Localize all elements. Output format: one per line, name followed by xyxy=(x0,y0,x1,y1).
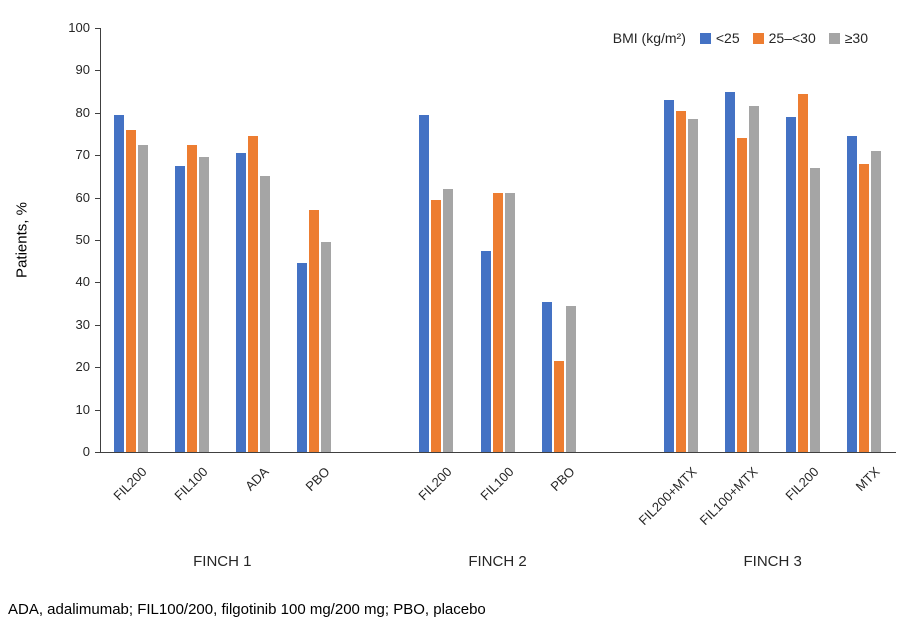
bar-finch2-pbo-series1 xyxy=(553,360,564,452)
x-category-label: FIL200 xyxy=(109,464,150,504)
bar-finch1-fil200-series1 xyxy=(125,129,136,452)
bar-finch2-fil200-series1 xyxy=(431,199,442,452)
legend-label: ≥30 xyxy=(844,30,868,46)
y-tick-label: 20 xyxy=(75,359,90,374)
y-axis-line xyxy=(100,28,101,452)
y-tick-label: 90 xyxy=(75,62,90,77)
bar-finch2-pbo-series0 xyxy=(541,301,552,452)
chart-legend: BMI (kg/m²) <25 25–<30 ≥30 xyxy=(613,30,868,46)
legend-entry: <25 xyxy=(699,30,740,46)
y-tick-label: 10 xyxy=(75,402,90,417)
bar-finch3-fil200-mtx-series2 xyxy=(688,119,698,452)
bar-finch3-fil100-mtx-series1 xyxy=(737,138,748,452)
bar-finch3-mtx-series0 xyxy=(847,136,858,452)
bar-finch3-fil200-mtx-series0 xyxy=(664,100,674,452)
bar-finch1-fil200-series2 xyxy=(137,144,148,452)
bar-finch3-mtx-series1 xyxy=(859,163,870,452)
legend-label: 25–<30 xyxy=(768,30,816,46)
y-tick-mark xyxy=(95,240,100,241)
legend-label: <25 xyxy=(715,30,740,46)
footnote: ADA, adalimumab; FIL100/200, filgotinib … xyxy=(8,601,486,618)
legend-entry: ≥30 xyxy=(828,30,868,46)
legend-swatch-icon xyxy=(699,32,711,44)
bar-finch3-fil200-series2 xyxy=(810,167,821,452)
y-tick-label: 0 xyxy=(82,444,90,459)
bar-finch1-pbo-series2 xyxy=(321,242,331,452)
legend-entry: 25–<30 xyxy=(752,30,816,46)
bar-finch3-fil200-series0 xyxy=(786,117,797,452)
y-tick-mark xyxy=(95,198,100,199)
bar-finch2-fil200-series2 xyxy=(443,189,454,452)
legend-swatch-icon xyxy=(752,32,764,44)
y-tick-mark xyxy=(95,325,100,326)
y-tick-label: 70 xyxy=(75,147,90,162)
y-tick-label: 30 xyxy=(75,317,90,332)
x-group-label: FINCH 3 xyxy=(743,553,802,570)
bar-finch1-fil100-series1 xyxy=(186,144,197,452)
bar-finch3-fil200-series1 xyxy=(798,93,809,452)
bar-finch1-ada-series1 xyxy=(247,136,258,452)
y-tick-label: 80 xyxy=(75,105,90,120)
bar-finch1-ada-series0 xyxy=(235,153,246,452)
y-tick-label: 60 xyxy=(75,190,90,205)
bar-finch2-fil100-series2 xyxy=(504,193,515,452)
bar-finch3-mtx-series2 xyxy=(871,151,882,452)
y-tick-label: 50 xyxy=(75,232,90,247)
bar-finch3-fil100-mtx-series2 xyxy=(749,106,760,452)
legend-title: BMI (kg/m²) xyxy=(612,30,686,46)
bar-finch3-fil100-mtx-series0 xyxy=(725,91,736,452)
y-tick-mark xyxy=(95,113,100,114)
bar-finch2-fil200-series0 xyxy=(419,114,430,452)
x-group-label: FINCH 1 xyxy=(193,553,252,570)
y-tick-mark xyxy=(95,70,100,71)
y-tick-mark xyxy=(95,452,100,453)
y-tick-label: 100 xyxy=(68,20,90,35)
bar-finch1-ada-series2 xyxy=(259,176,270,452)
legend-swatch-icon xyxy=(828,32,840,44)
x-category-label: FIL200+MTX xyxy=(635,464,700,529)
y-tick-mark xyxy=(95,28,100,29)
y-tick-mark xyxy=(95,410,100,411)
bar-finch1-fil200-series0 xyxy=(113,114,124,452)
bar-finch3-fil200-mtx-series1 xyxy=(676,110,686,452)
y-tick-mark xyxy=(95,155,100,156)
bar-finch1-fil100-series0 xyxy=(174,165,185,452)
bar-finch2-fil100-series1 xyxy=(492,193,503,452)
y-tick-mark xyxy=(95,282,100,283)
bar-finch1-pbo-series0 xyxy=(297,263,307,452)
y-tick-mark xyxy=(95,367,100,368)
y-tick-label: 40 xyxy=(75,274,90,289)
bar-finch1-fil100-series2 xyxy=(198,157,209,452)
x-axis-line xyxy=(100,452,896,453)
bar-finch1-pbo-series1 xyxy=(309,210,319,452)
x-group-label: FINCH 2 xyxy=(468,553,527,570)
bar-finch2-pbo-series2 xyxy=(565,305,576,452)
bar-finch2-fil100-series0 xyxy=(480,250,491,452)
